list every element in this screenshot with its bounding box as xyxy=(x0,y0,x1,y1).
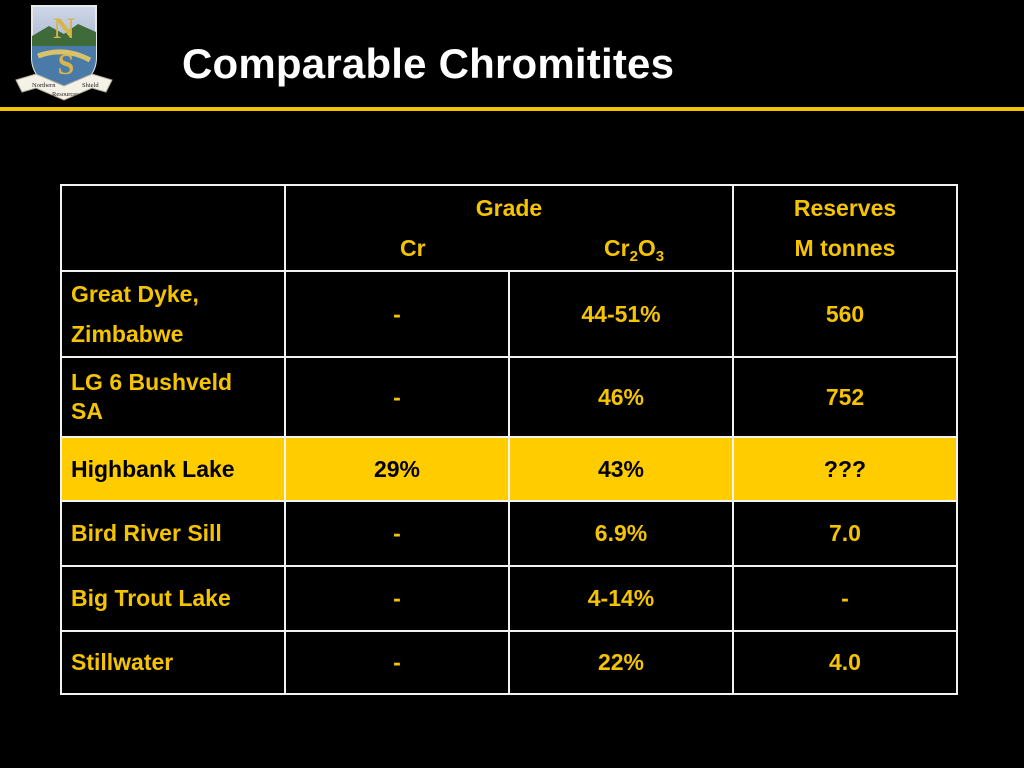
table-header-row: Grade Cr Cr2O3 Reserves M tonnes xyxy=(60,184,958,272)
header-empty-cell xyxy=(60,184,286,272)
cr2o3-value: 43% xyxy=(508,436,734,502)
cr-value: - xyxy=(284,500,510,567)
logo-initial-n: N xyxy=(53,12,75,45)
cr2o3-value: 22% xyxy=(508,630,734,695)
grade-subheaders: Cr Cr2O3 xyxy=(286,228,732,268)
header-reserves-cell: Reserves M tonnes xyxy=(732,184,958,272)
logo-banner-right: Shield xyxy=(82,82,99,89)
table-row: Stillwater - 22% 4.0 xyxy=(60,630,958,695)
cr2o3-value: 44-51% xyxy=(508,270,734,358)
table-row: Big Trout Lake - 4-14% - xyxy=(60,565,958,632)
deposit-name: Stillwater xyxy=(60,630,286,695)
logo-banner-center: Resources xyxy=(52,91,79,98)
cr2o3-value: 46% xyxy=(508,356,734,438)
cr-subheader: Cr xyxy=(400,235,426,261)
reserves-value: 752 xyxy=(732,356,958,438)
chromitites-table: Grade Cr Cr2O3 Reserves M tonnes Great D… xyxy=(60,184,958,695)
reserves-value: 560 xyxy=(732,270,958,358)
reserves-value: ??? xyxy=(732,436,958,502)
table-row: LG 6 Bushveld SA - 46% 752 xyxy=(60,356,958,438)
logo-banner-left: Northern xyxy=(32,82,56,89)
deposit-name: LG 6 Bushveld SA xyxy=(60,356,286,438)
reserves-units: M tonnes xyxy=(794,235,896,261)
cr2o3-value: 6.9% xyxy=(508,500,734,567)
deposit-name: Highbank Lake xyxy=(60,436,286,502)
cr2o3-value: 4-14% xyxy=(508,565,734,632)
deposit-name: Big Trout Lake xyxy=(60,565,286,632)
table-row-highlighted: Highbank Lake 29% 43% ??? xyxy=(60,436,958,502)
slide-title: Comparable Chromitites xyxy=(182,40,675,87)
table-row: Great Dyke, Zimbabwe - 44-51% 560 xyxy=(60,270,958,358)
cr-value: - xyxy=(284,630,510,695)
logo-initial-s: S xyxy=(58,48,75,81)
deposit-name: Bird River Sill xyxy=(60,500,286,567)
reserves-header: Reserves xyxy=(793,195,897,221)
grade-header: Grade xyxy=(475,195,543,221)
reserves-value: - xyxy=(732,565,958,632)
cr-value: - xyxy=(284,356,510,438)
header-grade-cell: Grade Cr Cr2O3 xyxy=(284,184,734,272)
northern-shield-resources-logo: N S Northern Resources Shield xyxy=(15,5,113,101)
reserves-value: 7.0 xyxy=(732,500,958,567)
table-row: Bird River Sill - 6.9% 7.0 xyxy=(60,500,958,567)
cr-value: - xyxy=(284,565,510,632)
cr-value: - xyxy=(284,270,510,358)
title-divider xyxy=(0,107,1024,111)
cr2o3-subheader: Cr2O3 xyxy=(604,235,665,265)
reserves-value: 4.0 xyxy=(732,630,958,695)
cr-value: 29% xyxy=(284,436,510,502)
deposit-name: Great Dyke, Zimbabwe xyxy=(60,270,286,358)
